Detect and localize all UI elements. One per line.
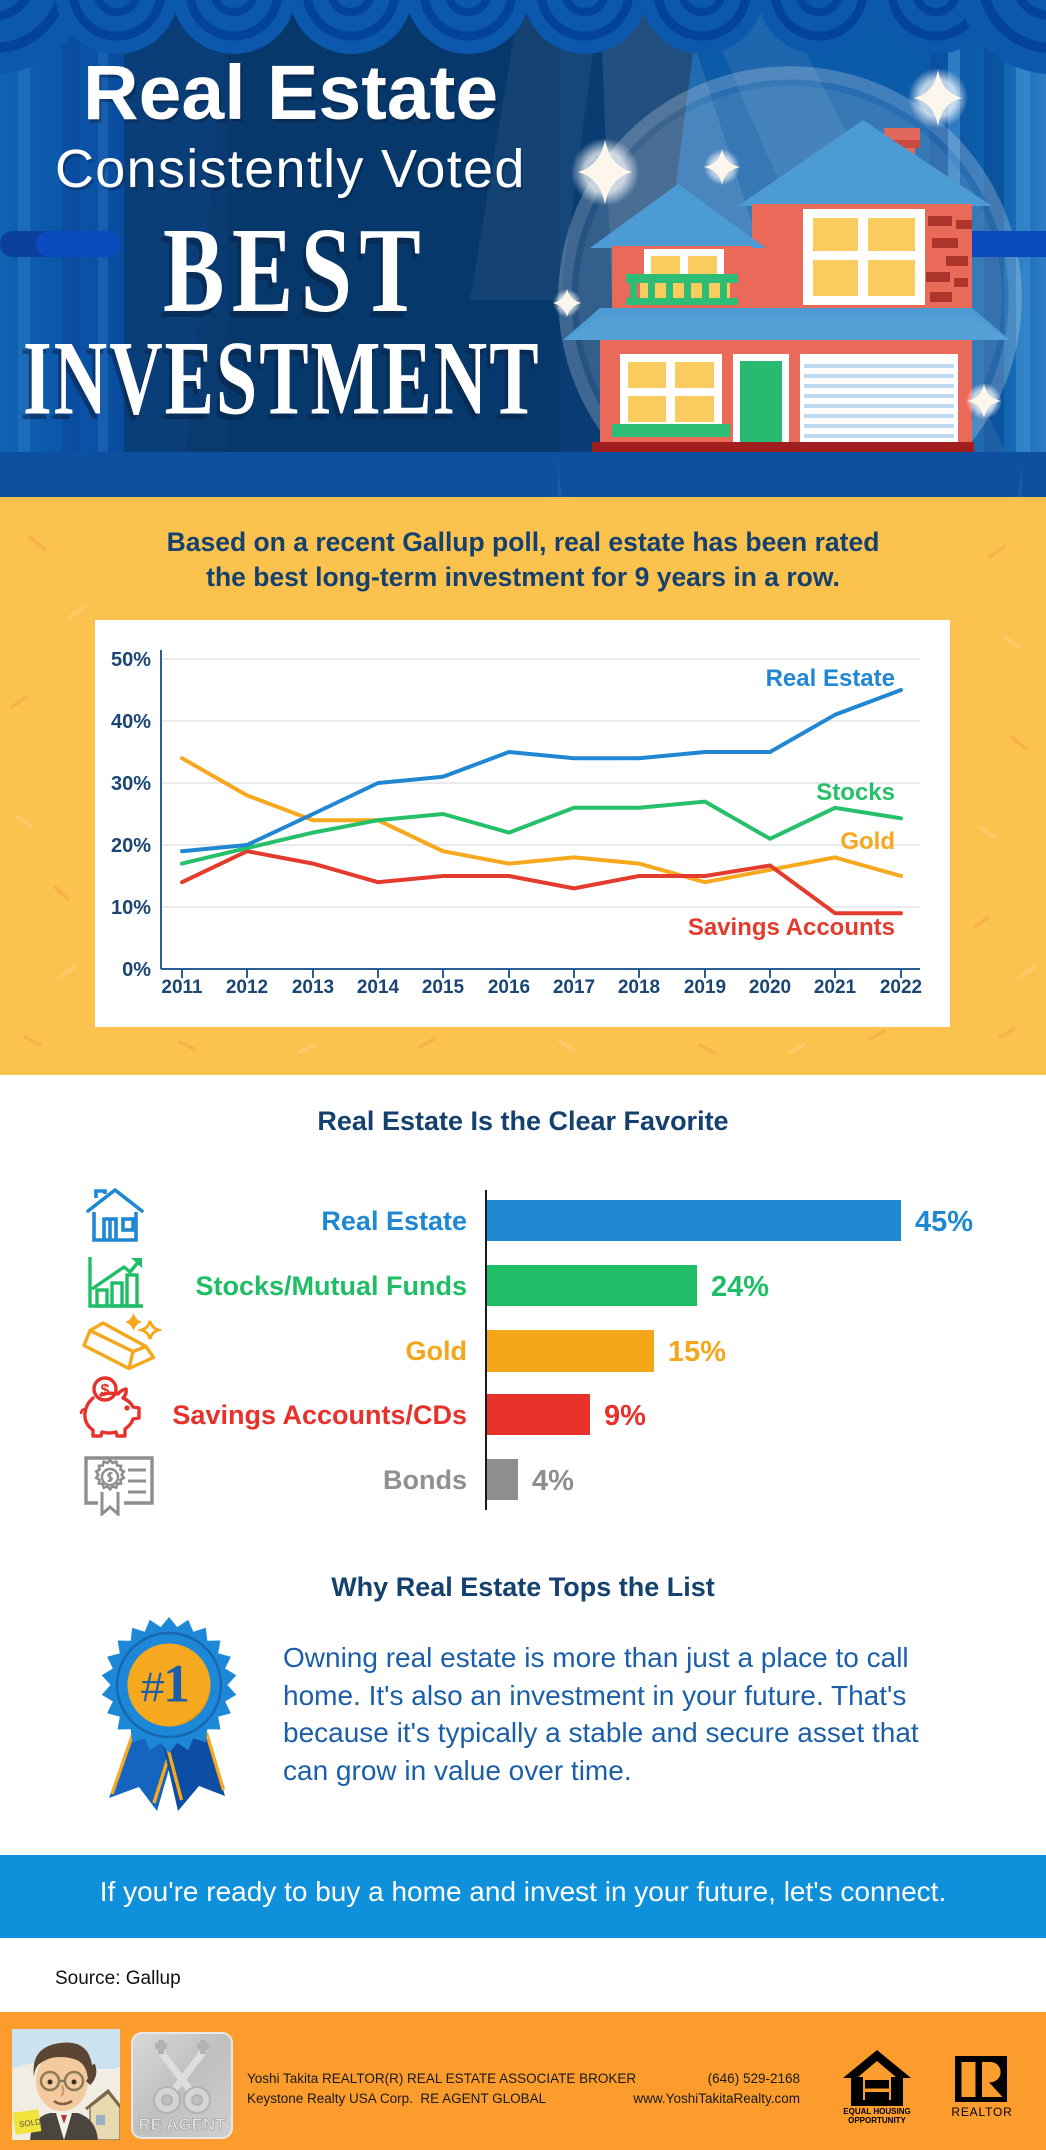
svg-text:Real Estate: Real Estate: [766, 665, 895, 692]
svg-text:$: $: [101, 1382, 110, 1399]
svg-text:2020: 2020: [749, 977, 791, 998]
svg-text:#: #: [140, 1664, 164, 1711]
svg-text:2017: 2017: [553, 977, 595, 998]
svg-text:2014: 2014: [357, 977, 400, 998]
svg-text:10%: 10%: [111, 897, 151, 919]
svg-text:2021: 2021: [814, 977, 857, 998]
svg-text:2019: 2019: [684, 977, 726, 998]
svg-text:SOLD: SOLD: [19, 2117, 42, 2129]
svg-text:Stocks: Stocks: [816, 779, 895, 806]
svg-text:2013: 2013: [292, 977, 334, 998]
svg-text:2018: 2018: [618, 977, 660, 998]
svg-text:20%: 20%: [111, 835, 151, 857]
svg-text:2016: 2016: [488, 977, 530, 998]
svg-text:1: 1: [163, 1654, 190, 1714]
svg-text:2011: 2011: [161, 977, 203, 998]
svg-text:EQUAL HOUSING: EQUAL HOUSING: [843, 2107, 910, 2116]
svg-text:0%: 0%: [122, 959, 151, 981]
svg-text:OPPORTUNITY: OPPORTUNITY: [848, 2116, 906, 2125]
svg-text:REALTOR: REALTOR: [951, 2105, 1012, 2119]
svg-text:40%: 40%: [111, 711, 151, 733]
svg-text:50%: 50%: [111, 649, 151, 671]
svg-text:RE AGENT: RE AGENT: [138, 2115, 226, 2134]
svg-text:2022: 2022: [880, 977, 922, 998]
svg-text:Gold: Gold: [840, 828, 895, 855]
svg-text:2015: 2015: [422, 977, 465, 998]
svg-text:2012: 2012: [226, 977, 268, 998]
svg-text:30%: 30%: [111, 773, 151, 795]
svg-text:Savings Accounts: Savings Accounts: [688, 914, 895, 941]
